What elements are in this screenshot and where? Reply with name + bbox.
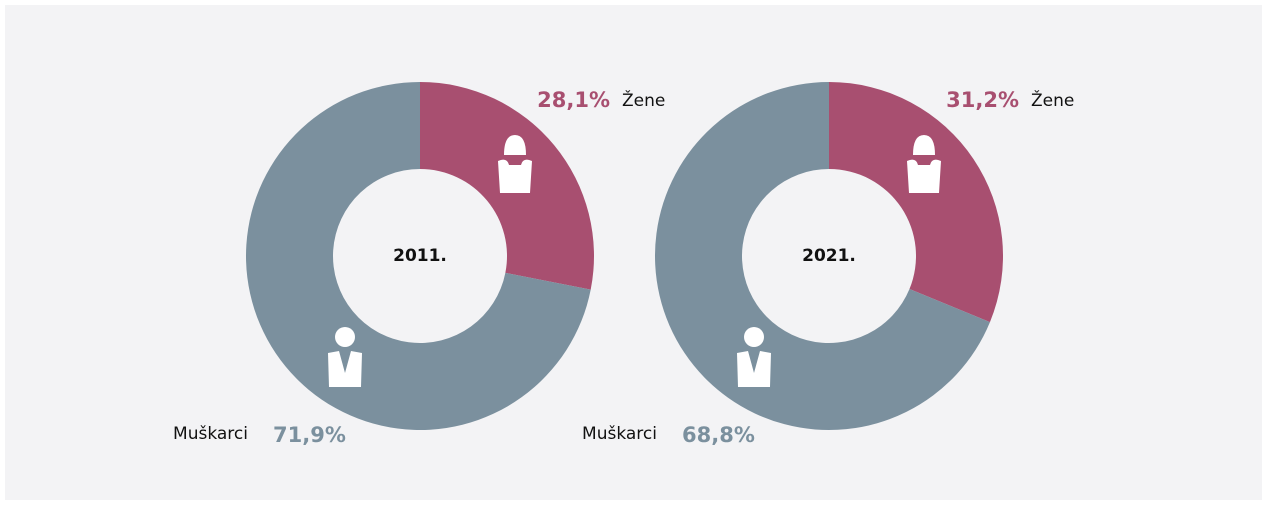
woman-icon	[498, 159, 532, 193]
value-label: 31,2%	[946, 88, 1019, 112]
man-icon	[328, 351, 362, 387]
man-icon	[744, 327, 764, 347]
legend-label: Muškarci	[582, 424, 657, 444]
man-icon	[335, 327, 355, 347]
woman-icon	[913, 135, 935, 155]
woman-icon	[907, 159, 941, 193]
woman-icon	[504, 135, 526, 155]
value-label: 71,9%	[273, 423, 346, 447]
donut-slice	[246, 82, 591, 430]
man-icon	[737, 351, 771, 387]
center-label: 2021.	[802, 246, 856, 266]
value-label: 28,1%	[537, 88, 610, 112]
legend-label: Žene	[622, 89, 665, 111]
panel	[5, 5, 1262, 500]
legend-label: Muškarci	[173, 424, 248, 444]
donut-slice	[829, 82, 1003, 323]
center-label: 2011.	[393, 246, 447, 266]
legend-label: Žene	[1031, 89, 1074, 111]
value-label: 68,8%	[682, 423, 755, 447]
donut-slice	[655, 82, 990, 430]
